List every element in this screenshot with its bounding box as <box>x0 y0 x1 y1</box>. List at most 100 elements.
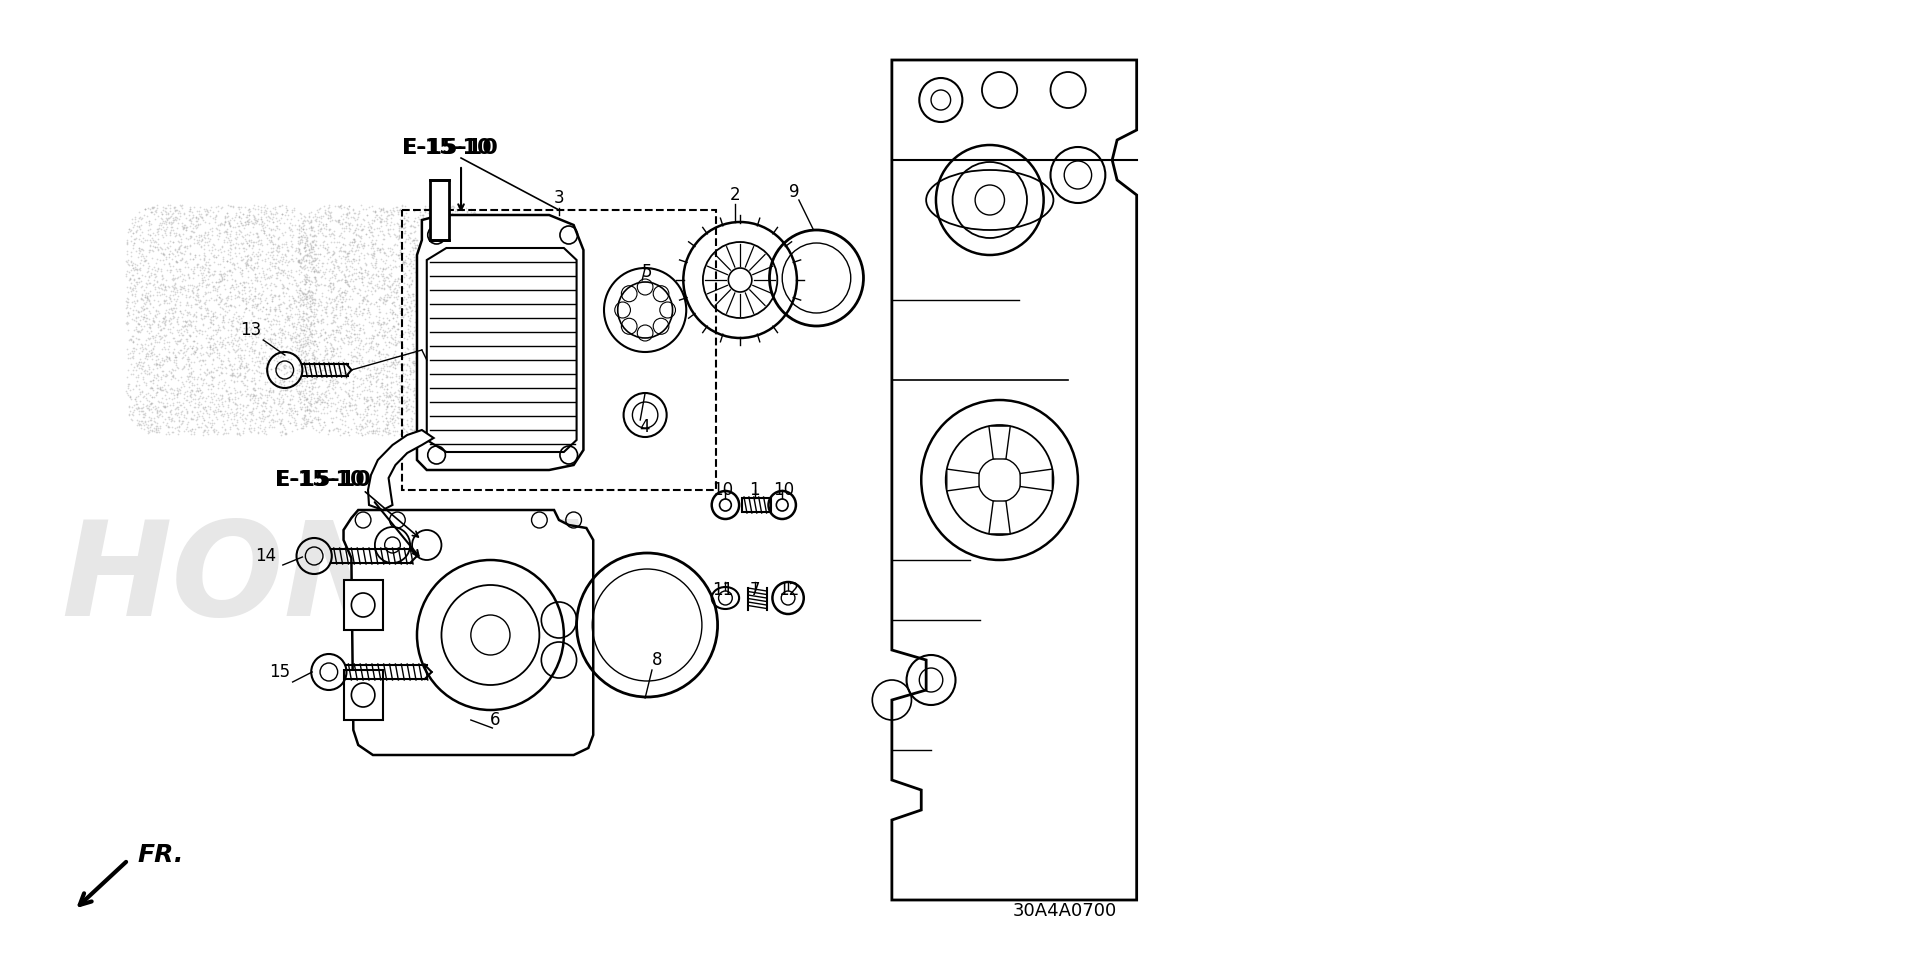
Point <box>294 324 324 340</box>
Point <box>255 286 286 301</box>
Point <box>284 364 315 379</box>
Point <box>179 345 209 360</box>
Point <box>461 330 492 346</box>
Point <box>342 239 372 254</box>
Point <box>415 367 445 382</box>
Point <box>390 348 420 363</box>
Point <box>321 324 351 340</box>
Point <box>465 211 495 227</box>
Point <box>152 419 182 434</box>
Point <box>142 241 173 256</box>
Point <box>292 391 323 406</box>
Point <box>282 233 313 249</box>
Point <box>182 211 213 227</box>
Point <box>296 241 326 256</box>
Point <box>415 299 445 314</box>
Point <box>138 200 169 215</box>
Point <box>311 351 342 367</box>
Point <box>305 328 336 344</box>
Point <box>392 412 422 427</box>
Point <box>397 287 428 302</box>
Point <box>121 224 152 239</box>
Point <box>252 307 282 323</box>
Point <box>409 352 440 368</box>
Point <box>276 376 307 392</box>
Point <box>436 264 467 279</box>
Point <box>367 393 397 408</box>
Point <box>221 343 252 358</box>
Point <box>338 373 369 389</box>
Point <box>250 335 280 350</box>
Point <box>344 228 374 244</box>
Point <box>236 404 267 420</box>
Point <box>426 320 457 335</box>
Point <box>330 310 361 325</box>
Point <box>198 317 228 332</box>
Point <box>338 322 369 337</box>
Point <box>240 412 271 427</box>
Point <box>430 311 461 326</box>
Point <box>190 256 221 272</box>
Point <box>348 372 378 388</box>
Point <box>349 426 380 442</box>
Point <box>422 315 453 330</box>
Point <box>142 403 173 419</box>
Point <box>159 285 190 300</box>
Point <box>470 374 501 390</box>
Point <box>401 276 432 291</box>
Point <box>180 279 211 295</box>
Point <box>309 338 340 353</box>
Point <box>348 292 378 307</box>
Point <box>317 391 348 406</box>
Point <box>142 198 173 213</box>
Point <box>163 227 194 242</box>
Point <box>449 268 480 283</box>
Point <box>365 243 396 258</box>
Point <box>392 416 422 431</box>
Point <box>449 395 480 410</box>
Point <box>269 311 300 326</box>
Point <box>142 303 173 319</box>
Point <box>470 320 501 335</box>
Point <box>348 318 378 333</box>
Point <box>115 390 146 405</box>
Point <box>353 216 384 231</box>
Point <box>165 303 196 319</box>
Point <box>292 268 323 283</box>
Point <box>175 245 205 260</box>
Point <box>236 240 267 255</box>
Point <box>209 375 240 391</box>
Point <box>459 301 490 317</box>
Point <box>336 222 367 237</box>
Point <box>259 252 290 267</box>
Point <box>138 199 169 214</box>
Point <box>436 296 467 311</box>
Point <box>276 365 307 380</box>
Point <box>242 297 273 312</box>
Point <box>388 210 419 226</box>
Point <box>298 348 328 364</box>
Point <box>267 295 298 310</box>
Point <box>319 199 349 214</box>
Point <box>384 248 415 263</box>
Point <box>397 260 428 276</box>
Point <box>142 360 173 375</box>
Point <box>449 403 480 419</box>
Point <box>192 339 223 354</box>
Point <box>419 287 449 302</box>
Point <box>250 311 280 326</box>
Point <box>397 327 428 343</box>
Point <box>465 273 495 288</box>
Point <box>390 395 420 410</box>
Point <box>445 213 476 228</box>
Point <box>369 315 399 330</box>
Point <box>125 312 156 327</box>
Point <box>144 335 175 350</box>
Point <box>409 403 440 419</box>
Point <box>459 318 490 333</box>
Point <box>298 275 328 290</box>
Point <box>298 336 328 351</box>
Point <box>378 297 409 312</box>
Point <box>378 260 409 276</box>
Point <box>311 290 342 305</box>
